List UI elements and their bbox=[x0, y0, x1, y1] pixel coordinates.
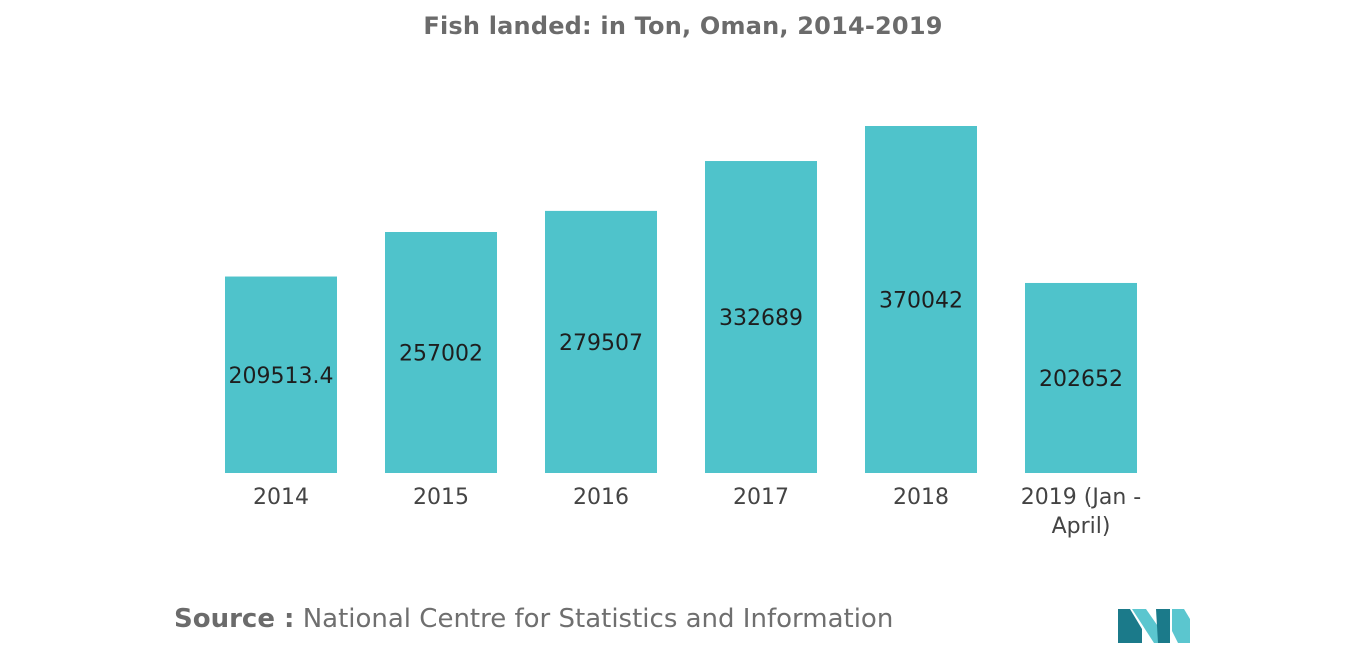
source-label: Source : bbox=[174, 604, 295, 634]
brand-logo-icon bbox=[1118, 609, 1190, 643]
value-labels-layer: 209513.4 257002 279507 332689 370042 202652 bbox=[229, 289, 1123, 392]
bar-value-label-5: 202652 bbox=[1039, 367, 1123, 392]
bars-layer bbox=[225, 126, 1137, 473]
x-tick-label-3: 2017 bbox=[733, 485, 789, 510]
x-axis-tick-labels: 2014 2015 2016 2017 2018 2019 (Jan -April) bbox=[253, 485, 1141, 539]
bar-value-label-0: 209513.4 bbox=[229, 364, 334, 389]
x-tick-label-4: 2018 bbox=[893, 485, 949, 510]
x-tick-label-5: 2019 (Jan -April) bbox=[1021, 485, 1141, 539]
bar-3 bbox=[705, 161, 817, 473]
x-tick-label-0: 2014 bbox=[253, 485, 309, 510]
chart-title: Fish landed: in Ton, Oman, 2014-2019 bbox=[423, 12, 943, 40]
bar-2 bbox=[545, 210, 657, 473]
bar-value-label-1: 257002 bbox=[399, 342, 483, 367]
source-note: Source : National Centre for Statistics … bbox=[174, 604, 893, 634]
bar-5 bbox=[1025, 282, 1137, 473]
bar-1 bbox=[385, 232, 497, 473]
bar-4 bbox=[865, 126, 977, 473]
source-text: National Centre for Statistics and Infor… bbox=[302, 604, 894, 634]
bar-0 bbox=[225, 276, 337, 473]
bar-value-label-2: 279507 bbox=[559, 331, 643, 356]
bar-chart: 209513.4 257002 279507 332689 370042 202652 2… bbox=[225, 126, 1141, 539]
x-tick-label-1: 2015 bbox=[413, 485, 469, 510]
x-tick-label-2: 2016 bbox=[573, 485, 629, 510]
bar-value-label-4: 370042 bbox=[879, 289, 963, 314]
bar-value-label-3: 332689 bbox=[719, 306, 803, 331]
